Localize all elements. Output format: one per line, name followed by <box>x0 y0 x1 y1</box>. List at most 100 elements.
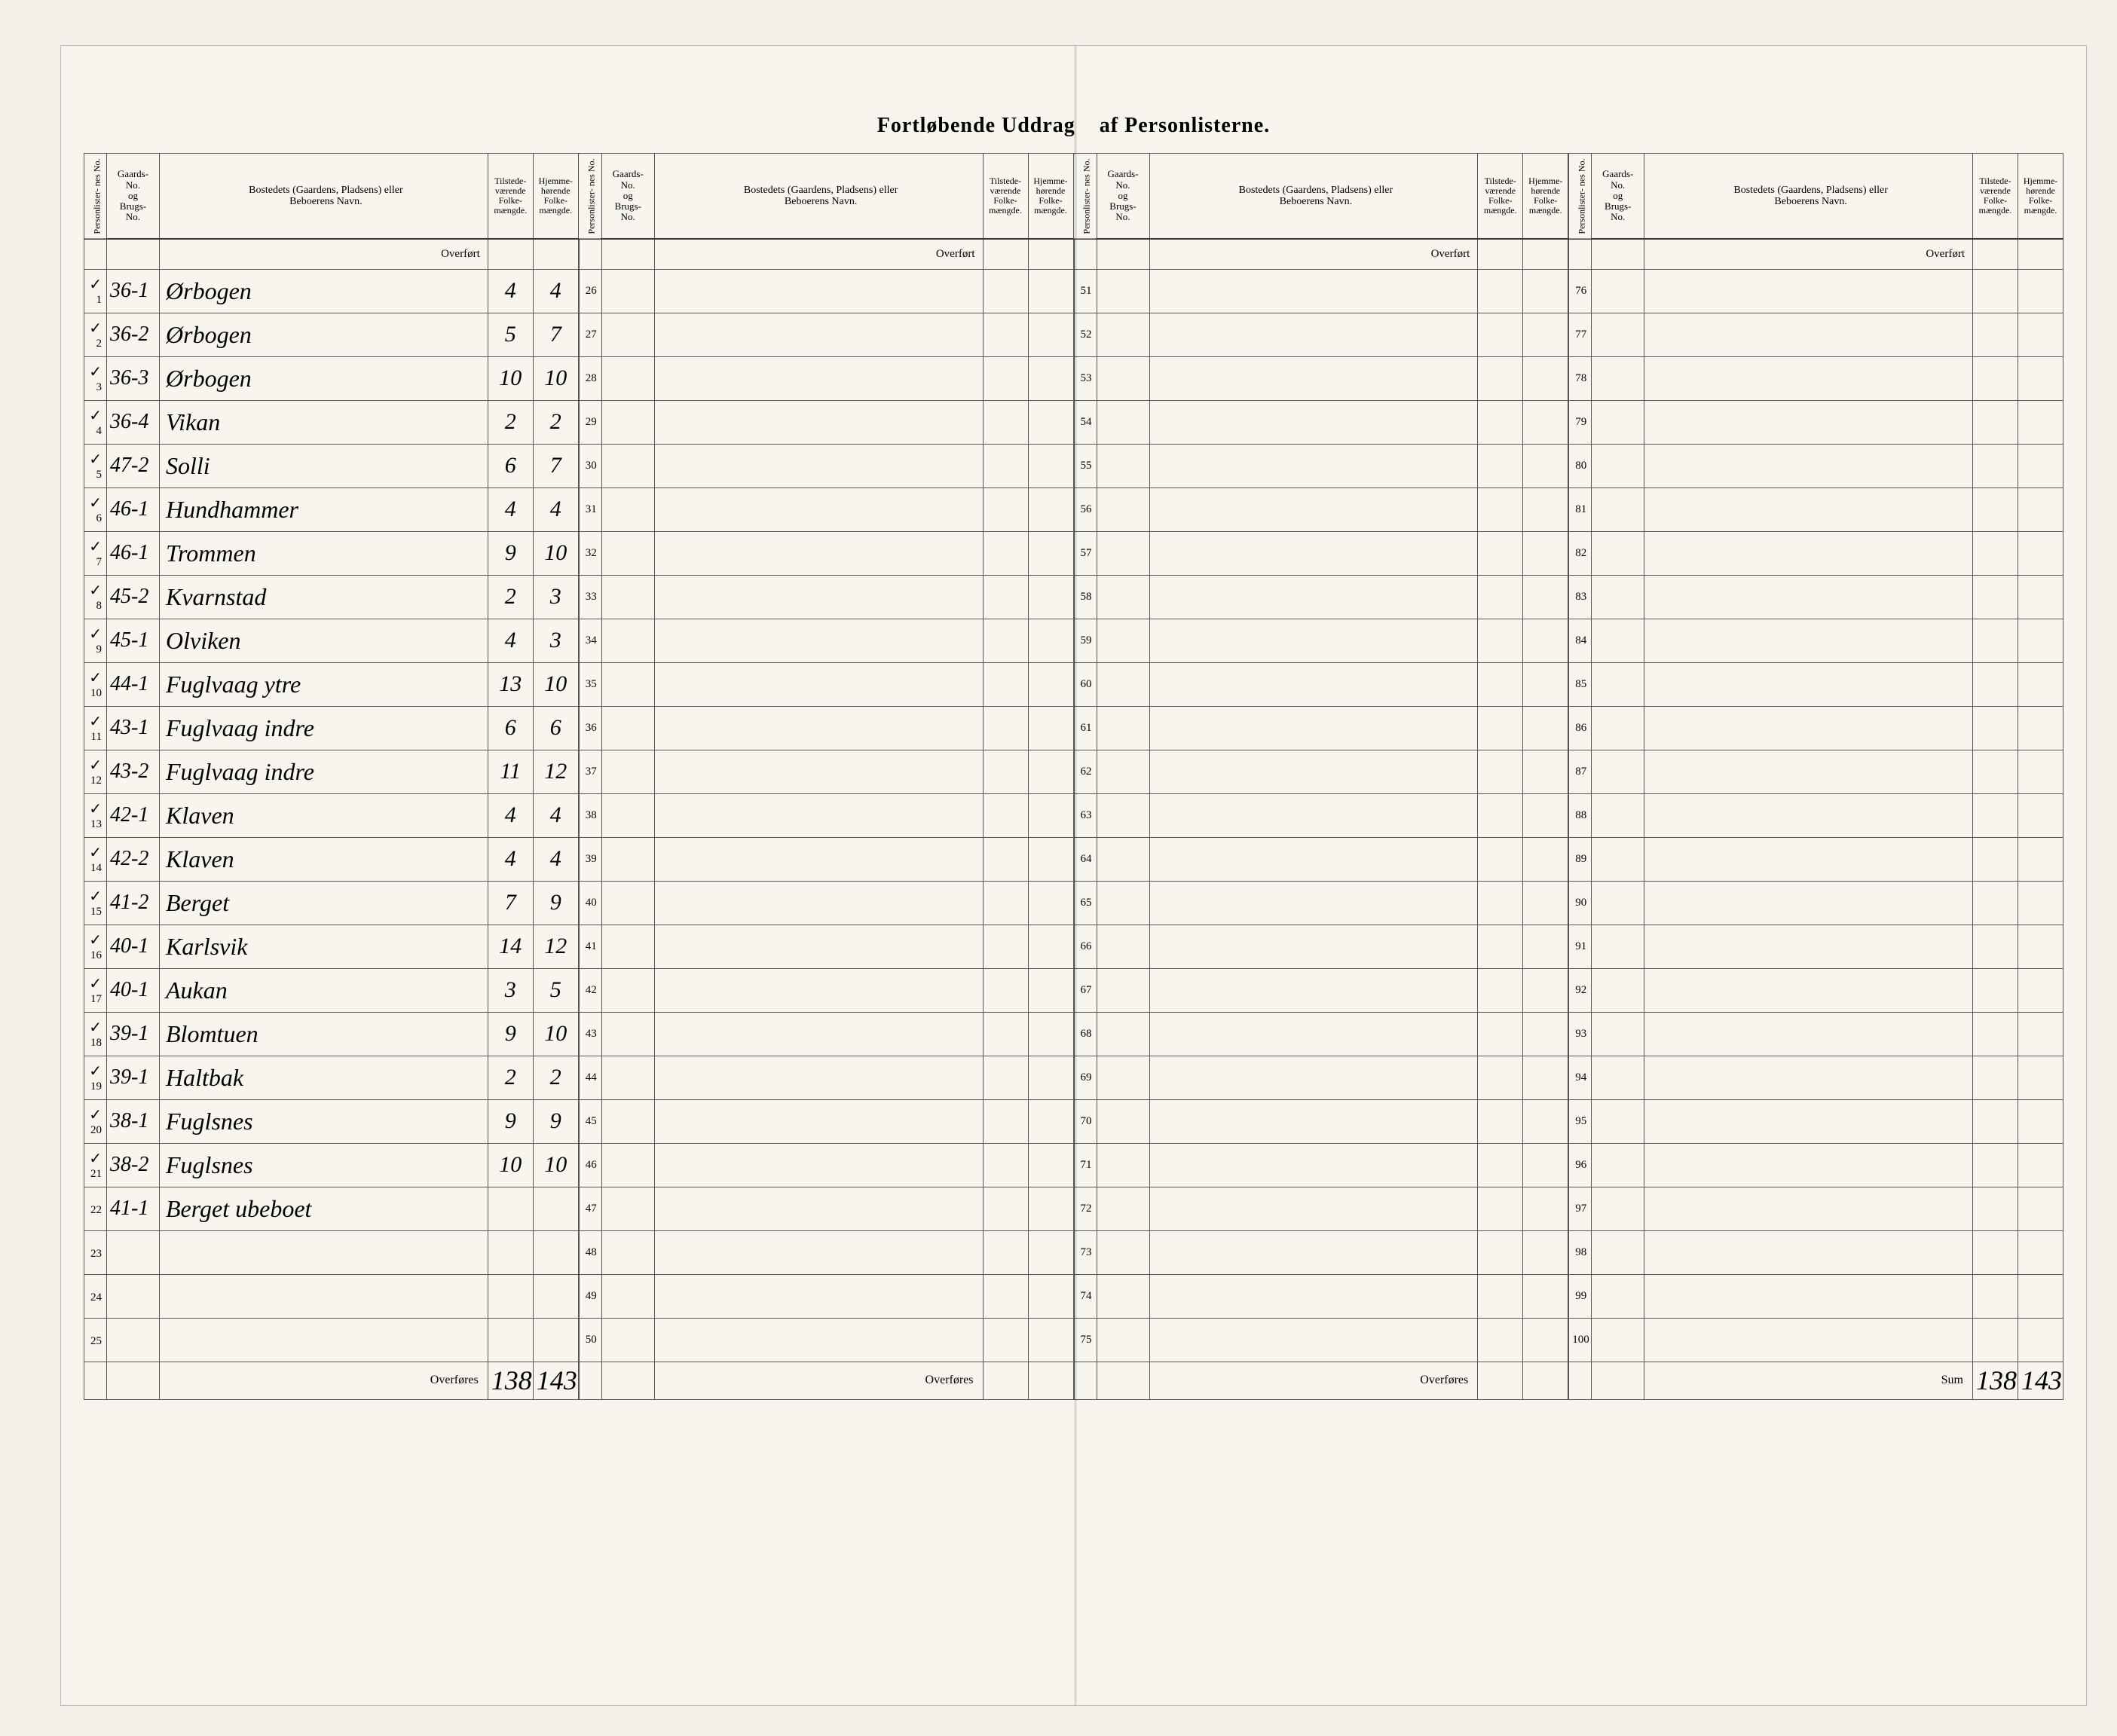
row-no: ✓ 1 <box>84 269 107 313</box>
row-no: 38 <box>579 793 601 837</box>
row-no: ✓ 2 <box>84 313 107 356</box>
row-hjemme: 4 <box>533 837 578 881</box>
row-name: Fuglsnes <box>160 1143 488 1187</box>
row-no: 69 <box>1074 1056 1097 1099</box>
ledger-sheet: Personlister- nes No. Gaards-No.ogBrugs-… <box>84 153 2063 1400</box>
row-hjemme <box>533 1187 578 1230</box>
table-row: 43 <box>579 1012 1073 1056</box>
table-row: 50 <box>579 1318 1073 1362</box>
table-row: 71 <box>1074 1143 1568 1187</box>
table-row: 31 <box>579 487 1073 531</box>
row-name: Vikan <box>160 400 488 444</box>
row-no: 36 <box>579 706 601 750</box>
ledger-block-4: Personlister- nes No. Gaards-No.ogBrugs-… <box>1568 153 2063 1400</box>
table-row: 25 <box>84 1318 579 1362</box>
row-no: ✓ 20 <box>84 1099 107 1143</box>
row-no: 31 <box>579 487 601 531</box>
table-row: 28 <box>579 356 1073 400</box>
table-row: 36 <box>579 706 1073 750</box>
footer-row: Overføres <box>1074 1362 1568 1399</box>
row-no: 61 <box>1074 706 1097 750</box>
row-no: 77 <box>1569 313 1592 356</box>
table-row: 72 <box>1074 1187 1568 1230</box>
row-tilstede: 9 <box>488 531 533 575</box>
overfort-label: Overført <box>160 239 488 269</box>
header-row: Personlister- nes No. Gaards-No.ogBrugs-… <box>1569 154 2063 240</box>
row-no: 82 <box>1569 531 1592 575</box>
table-row: 60 <box>1074 662 1568 706</box>
row-no: 90 <box>1569 881 1592 925</box>
row-no: 78 <box>1569 356 1592 400</box>
table-row: 58 <box>1074 575 1568 619</box>
ledger-block-1: Personlister- nes No. Gaards-No.ogBrugs-… <box>84 153 579 1400</box>
table-row: ✓ 3 36-3 Ørbogen 10 10 <box>84 356 579 400</box>
row-hjemme: 7 <box>533 313 578 356</box>
row-no: 66 <box>1074 925 1097 968</box>
row-no: 41 <box>579 925 601 968</box>
row-hjemme <box>533 1274 578 1318</box>
row-no: ✓ 14 <box>84 837 107 881</box>
row-name: Aukan <box>160 968 488 1012</box>
row-hjemme: 4 <box>533 487 578 531</box>
hdr-tilstede: Tilstede-værendeFolke-mængde. <box>1478 154 1523 240</box>
row-tilstede: 4 <box>488 619 533 662</box>
row-gaard: 38-2 <box>107 1143 160 1187</box>
row-no: 23 <box>84 1230 107 1274</box>
row-hjemme: 2 <box>533 1056 578 1099</box>
row-no: 65 <box>1074 881 1097 925</box>
row-no: 89 <box>1569 837 1592 881</box>
table-row: 79 <box>1569 400 2063 444</box>
row-no: 42 <box>579 968 601 1012</box>
row-no: 50 <box>579 1318 601 1362</box>
table-row: ✓ 19 39-1 Haltbak 2 2 <box>84 1056 579 1099</box>
hdr-gaard: Gaards-No.ogBrugs-No. <box>601 154 654 240</box>
row-gaard: 36-1 <box>107 269 160 313</box>
title-left: Fortløbende Uddrag <box>877 114 1075 137</box>
row-hjemme: 5 <box>533 968 578 1012</box>
scan-frame: Fortløbende Uddrag af Personlisterne. Pe… <box>0 0 2117 1736</box>
hdr-gaard: Gaards-No.ogBrugs-No. <box>107 154 160 240</box>
row-gaard <box>107 1318 160 1362</box>
footer-tilstede: 138 <box>488 1362 533 1399</box>
table-row: ✓ 6 46-1 Hundhammer 4 4 <box>84 487 579 531</box>
row-no: 62 <box>1074 750 1097 793</box>
hdr-hjemme: Hjemme-hørendeFolke-mængde. <box>2018 154 2063 240</box>
row-tilstede: 3 <box>488 968 533 1012</box>
row-name: Klaven <box>160 837 488 881</box>
row-no: 83 <box>1569 575 1592 619</box>
row-tilstede: 7 <box>488 881 533 925</box>
table-row: ✓ 21 38-2 Fuglsnes 10 10 <box>84 1143 579 1187</box>
table-row: 74 <box>1074 1274 1568 1318</box>
table-row: 96 <box>1569 1143 2063 1187</box>
row-no: 81 <box>1569 487 1592 531</box>
row-gaard: 43-2 <box>107 750 160 793</box>
row-hjemme: 3 <box>533 619 578 662</box>
row-gaard: 45-2 <box>107 575 160 619</box>
row-no: 71 <box>1074 1143 1097 1187</box>
footer-row: Overføres <box>579 1362 1073 1399</box>
row-no: 54 <box>1074 400 1097 444</box>
row-no: ✓ 10 <box>84 662 107 706</box>
row-tilstede <box>488 1318 533 1362</box>
table-row: ✓ 9 45-1 Olviken 4 3 <box>84 619 579 662</box>
row-gaard <box>107 1274 160 1318</box>
row-no: 60 <box>1074 662 1097 706</box>
table-row: 70 <box>1074 1099 1568 1143</box>
table-row: 86 <box>1569 706 2063 750</box>
ledger-block-3: Personlister- nes No. Gaards-No.ogBrugs-… <box>1074 153 1569 1400</box>
table-row: 44 <box>579 1056 1073 1099</box>
row-tilstede: 14 <box>488 925 533 968</box>
row-name: Klaven <box>160 793 488 837</box>
table-row: 77 <box>1569 313 2063 356</box>
row-no: 63 <box>1074 793 1097 837</box>
table-row: 62 <box>1074 750 1568 793</box>
row-no: 80 <box>1569 444 1592 487</box>
table-row: ✓ 10 44-1 Fuglvaag ytre 13 10 <box>84 662 579 706</box>
table-row: 49 <box>579 1274 1073 1318</box>
row-tilstede <box>488 1230 533 1274</box>
row-name: Ørbogen <box>160 269 488 313</box>
table-row: ✓ 13 42-1 Klaven 4 4 <box>84 793 579 837</box>
row-no: ✓ 15 <box>84 881 107 925</box>
table-row: 40 <box>579 881 1073 925</box>
footer-tilstede <box>1478 1362 1523 1399</box>
